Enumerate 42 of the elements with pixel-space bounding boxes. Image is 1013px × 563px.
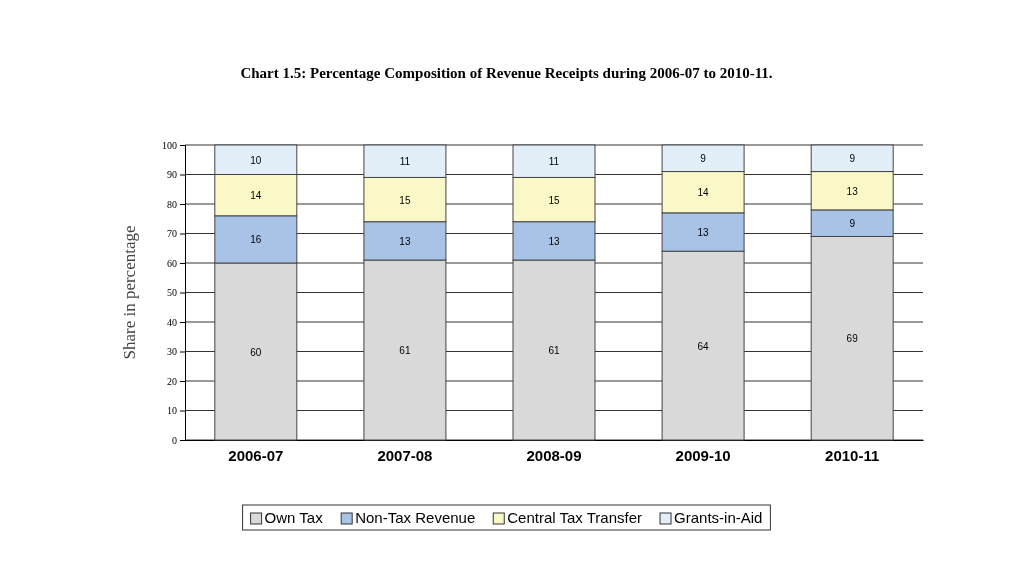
legend-label: Own Tax (264, 509, 324, 526)
data-label: 11 (399, 156, 411, 168)
data-label: 9 (849, 153, 856, 165)
data-label: 14 (697, 187, 710, 199)
data-label: 11 (548, 156, 560, 168)
x-tick-label: 2008-09 (526, 447, 582, 464)
data-label: 13 (697, 227, 710, 239)
data-label: 60 (250, 346, 262, 358)
data-label: 64 (697, 340, 710, 352)
y-tick-label: 20 (167, 375, 177, 387)
data-label: 61 (548, 345, 560, 357)
data-label: 13 (548, 235, 560, 247)
data-label: 13 (846, 185, 859, 197)
data-label: 15 (548, 194, 560, 206)
y-tick-label: 40 (167, 316, 177, 328)
legend-label: Non-Tax Revenue (355, 509, 476, 526)
x-tick-label: 2010-11 (825, 447, 880, 464)
data-label: 69 (846, 333, 859, 345)
y-tick-label: 50 (167, 287, 177, 299)
x-tick-label: 2007-08 (377, 447, 433, 464)
data-label: 13 (399, 235, 411, 247)
data-label: 9 (849, 218, 856, 230)
legend-label: Grants-in-Aid (674, 509, 763, 526)
data-label: 61 (399, 345, 411, 357)
y-tick-label: 100 (162, 139, 177, 151)
y-tick-label: 0 (172, 434, 177, 446)
data-label: 14 (250, 190, 262, 202)
data-label: 9 (700, 153, 707, 165)
legend-label: Central Tax Transfer (507, 509, 643, 526)
y-tick-label: 30 (167, 346, 177, 358)
y-tick-label: 10 (167, 405, 177, 417)
y-tick-label: 80 (167, 198, 177, 210)
y-tick-label: 70 (167, 228, 177, 240)
data-label: 10 (250, 154, 262, 166)
y-axis-title: Share in percentage (120, 225, 139, 360)
data-label: 15 (399, 194, 411, 206)
chart-title: Chart 1.5: Percentage Composition of Revenue Receipts during 2006-07 to 2010-11. (240, 65, 773, 81)
x-tick-label: 2006-07 (228, 447, 284, 464)
y-tick-label: 60 (167, 257, 177, 269)
x-tick-label: 2009-10 (675, 447, 731, 464)
data-label: 16 (250, 234, 262, 246)
y-tick-label: 90 (167, 169, 177, 181)
